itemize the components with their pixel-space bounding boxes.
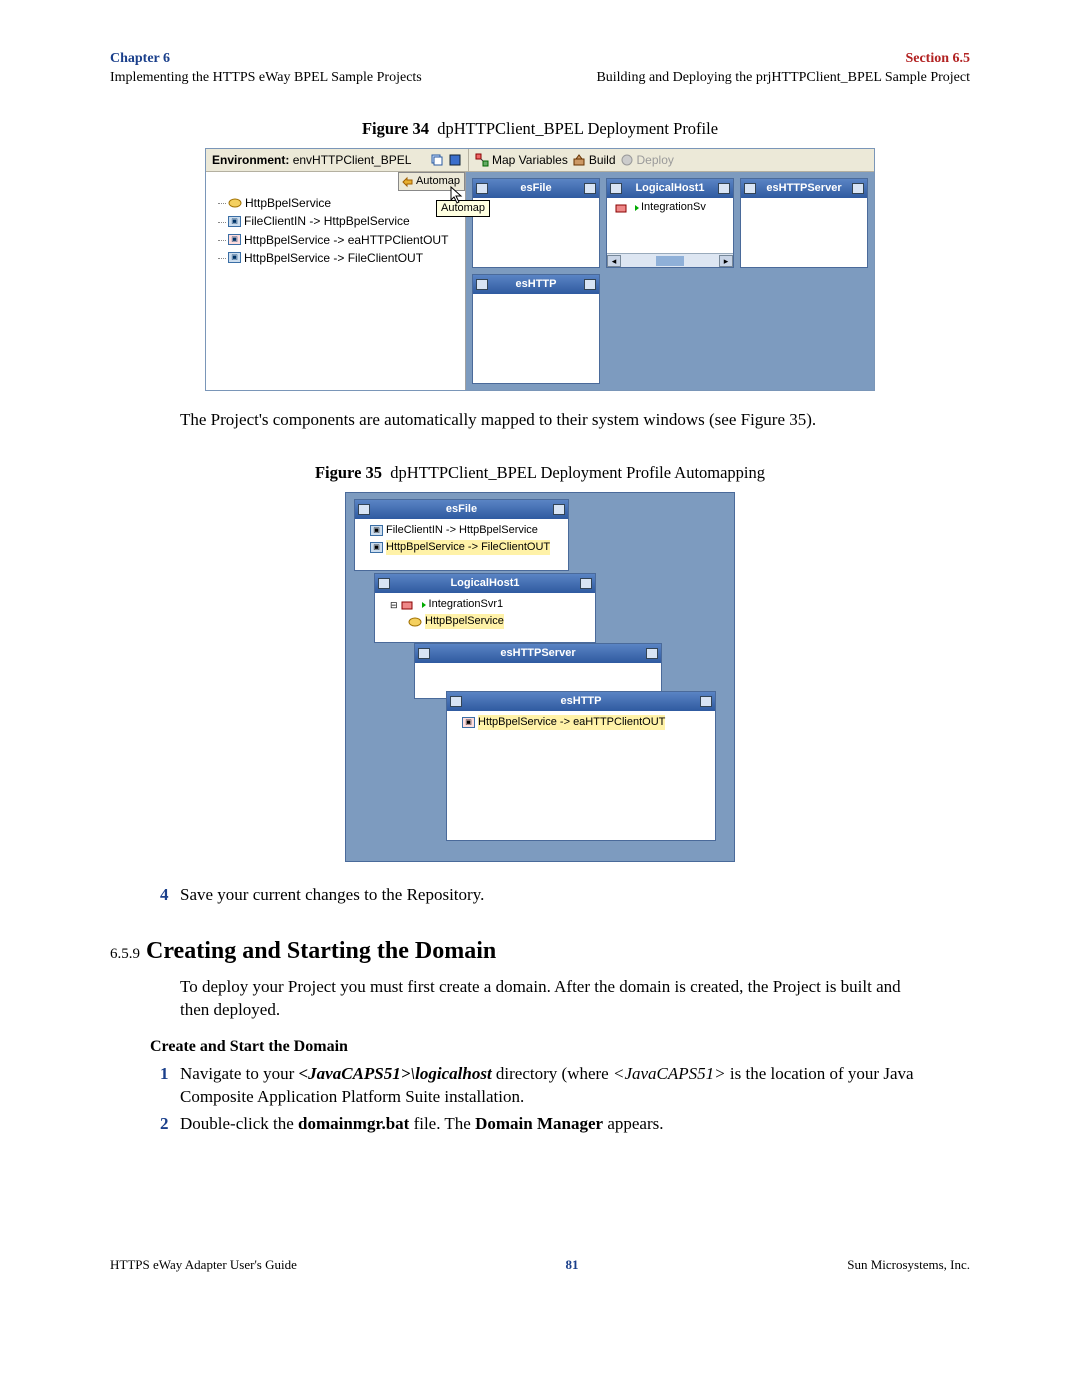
environment-bar: Environment: envHTTPClient_BPEL xyxy=(206,149,468,172)
mapped-item[interactable]: ▣HttpBpelService -> eaHTTPClientOUT xyxy=(452,714,710,731)
scroll-left-icon[interactable]: ◂ xyxy=(607,255,621,267)
maximize-icon[interactable] xyxy=(700,696,712,707)
body-paragraph: The Project's components are automatical… xyxy=(180,409,910,432)
integration-server-item[interactable]: IntegrationSv xyxy=(609,200,731,215)
page-footer: HTTPS eWay Adapter User's Guide 81 Sun M… xyxy=(110,1256,970,1274)
page-header: Chapter 6 Implementing the HTTPS eWay BP… xyxy=(110,50,970,88)
esfile-panel[interactable]: esFile xyxy=(472,178,600,268)
figure35-caption-bold: Figure 35 xyxy=(315,463,382,482)
footer-right: Sun Microsystems, Inc. xyxy=(847,1256,970,1274)
minimize-icon[interactable] xyxy=(418,648,430,659)
figure34-caption: Figure 34 dpHTTPClient_BPEL Deployment P… xyxy=(110,118,970,140)
minimize-icon[interactable] xyxy=(450,696,462,707)
step-number: 4 xyxy=(160,884,180,907)
step-number: 2 xyxy=(160,1113,180,1136)
minimize-icon[interactable] xyxy=(610,183,622,194)
maximize-icon[interactable] xyxy=(718,183,730,194)
mapped-item[interactable]: HttpBpelService xyxy=(380,613,590,630)
step-text: Double-click the domainmgr.bat file. The… xyxy=(180,1113,970,1136)
section-heading: 6.5.9 Creating and Starting the Domain xyxy=(110,935,970,967)
minimize-icon[interactable] xyxy=(378,578,390,589)
section-title: Creating and Starting the Domain xyxy=(146,938,496,964)
service-icon xyxy=(408,616,422,628)
section-intro: To deploy your Project you must first cr… xyxy=(180,976,910,1022)
deployment-canvas: esFile LogicalHost1 IntegrationSv ◂▸ xyxy=(466,172,874,390)
step-text: Save your current changes to the Reposit… xyxy=(180,884,970,907)
build-toolbar: Map Variables Build Deploy xyxy=(468,149,874,172)
eshttp-mapped-panel[interactable]: esHTTP ▣HttpBpelService -> eaHTTPClientO… xyxy=(446,691,716,841)
tree-item[interactable]: HttpBpelService xyxy=(214,194,461,212)
maximize-icon[interactable] xyxy=(584,183,596,194)
automapping-window: esFile ▣FileClientIN -> HttpBpelService … xyxy=(345,492,735,862)
header-left-sub: Implementing the HTTPS eWay BPEL Sample … xyxy=(110,69,422,88)
minimize-icon[interactable] xyxy=(476,279,488,290)
deployment-profile-window: Environment: envHTTPClient_BPEL Map Vari… xyxy=(205,148,875,391)
arrow-icon xyxy=(629,203,639,213)
logicalhost-panel[interactable]: LogicalHost1 IntegrationSv ◂▸ xyxy=(606,178,734,268)
eshttp-panel[interactable]: esHTTP xyxy=(472,274,600,384)
chapter-label: Chapter 6 xyxy=(110,50,422,69)
minimize-icon[interactable] xyxy=(358,504,370,515)
arrow-icon xyxy=(416,600,426,610)
step-1: 1 Navigate to your <JavaCAPS51>\logicalh… xyxy=(160,1063,970,1109)
maximize-icon[interactable] xyxy=(580,578,592,589)
env-name: envHTTPClient_BPEL xyxy=(293,153,412,167)
mapped-item[interactable]: ▣FileClientIN -> HttpBpelService xyxy=(360,522,563,539)
build-button[interactable]: Build xyxy=(572,152,616,168)
figure35-caption: Figure 35 dpHTTPClient_BPEL Deployment P… xyxy=(110,462,970,484)
section-label: Section 6.5 xyxy=(596,50,970,69)
tree-item[interactable]: ▣HttpBpelService -> eaHTTPClientOUT xyxy=(214,231,461,249)
footer-left: HTTPS eWay Adapter User's Guide xyxy=(110,1256,297,1274)
tree-item[interactable]: ▣HttpBpelService -> FileClientOUT xyxy=(214,249,461,267)
copy-icon[interactable] xyxy=(430,153,444,167)
figure34-caption-bold: Figure 34 xyxy=(362,119,429,138)
mapped-item[interactable]: ⊟ IntegrationSvr1 xyxy=(380,596,590,613)
file-in-icon: ▣ xyxy=(228,216,241,227)
step-4: 4 Save your current changes to the Repos… xyxy=(160,884,970,907)
file-out-icon: ▣ xyxy=(228,252,241,263)
logicalhost-mapped-panel[interactable]: LogicalHost1 ⊟ IntegrationSvr1 HttpBpelS… xyxy=(374,573,596,643)
stop-icon[interactable] xyxy=(448,153,462,167)
env-label: Environment: xyxy=(212,153,289,167)
maximize-icon[interactable] xyxy=(852,183,864,194)
server-icon xyxy=(401,599,413,611)
components-tree-pane: Automap Automap HttpBpelService ▣FileCli… xyxy=(206,172,466,390)
file-icon: ▣ xyxy=(370,542,383,553)
server-icon xyxy=(615,202,627,214)
file-icon: ▣ xyxy=(370,525,383,536)
scroll-right-icon[interactable]: ▸ xyxy=(719,255,733,267)
cursor-icon xyxy=(450,186,466,206)
esfile-mapped-panel[interactable]: esFile ▣FileClientIN -> HttpBpelService … xyxy=(354,499,569,571)
eshttpserver-panel[interactable]: esHTTPServer xyxy=(740,178,868,268)
minimize-icon[interactable] xyxy=(476,183,488,194)
maximize-icon[interactable] xyxy=(553,504,565,515)
map-variables-button[interactable]: Map Variables xyxy=(475,152,568,168)
deploy-button: Deploy xyxy=(620,152,674,168)
panel-scrollbar[interactable]: ◂▸ xyxy=(607,253,733,267)
service-icon xyxy=(228,197,242,209)
step-number: 1 xyxy=(160,1063,180,1109)
figure35-caption-text: dpHTTPClient_BPEL Deployment Profile Aut… xyxy=(390,463,765,482)
section-number: 6.5.9 xyxy=(110,946,140,962)
figure34-caption-text: dpHTTPClient_BPEL Deployment Profile xyxy=(437,119,718,138)
tree-item[interactable]: ▣FileClientIN -> HttpBpelService xyxy=(214,212,461,230)
step-text: Navigate to your <JavaCAPS51>\logicalhos… xyxy=(180,1063,970,1109)
maximize-icon[interactable] xyxy=(584,279,596,290)
automap-icon xyxy=(402,176,414,188)
http-out-icon: ▣ xyxy=(228,234,241,245)
page-number: 81 xyxy=(566,1256,579,1274)
header-right-sub: Building and Deploying the prjHTTPClient… xyxy=(596,69,970,88)
mapped-item[interactable]: ▣HttpBpelService -> FileClientOUT xyxy=(360,539,563,556)
tree-toggle-icon[interactable]: ⊟ xyxy=(390,599,398,611)
minimize-icon[interactable] xyxy=(744,183,756,194)
maximize-icon[interactable] xyxy=(646,648,658,659)
http-icon: ▣ xyxy=(462,717,475,728)
step-2: 2 Double-click the domainmgr.bat file. T… xyxy=(160,1113,970,1136)
sub-heading: Create and Start the Domain xyxy=(150,1036,970,1058)
